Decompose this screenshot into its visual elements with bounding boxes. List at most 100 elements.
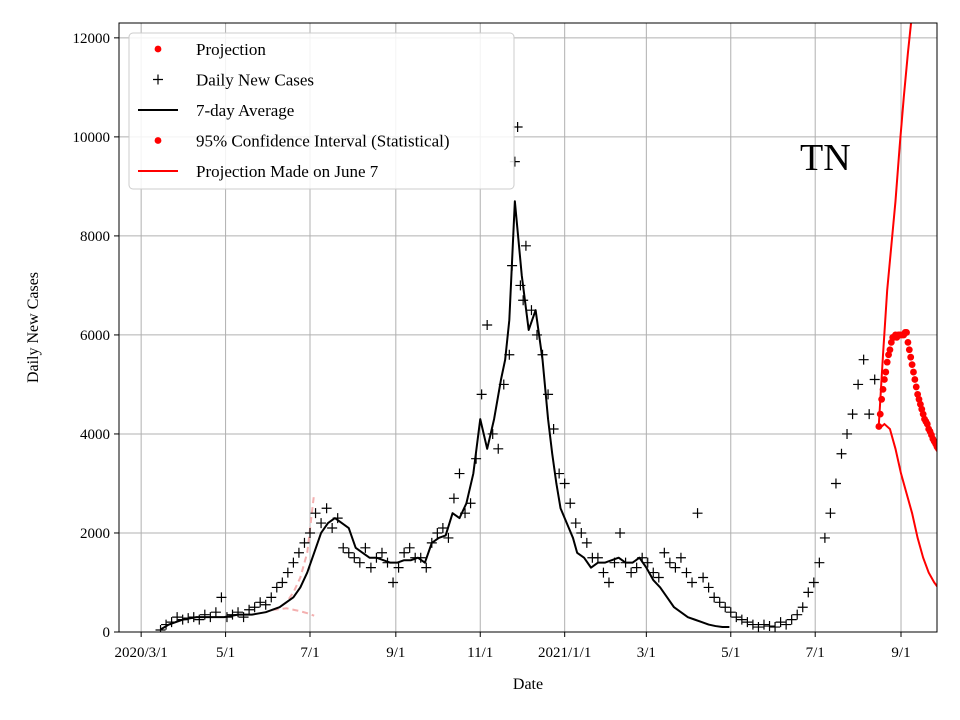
daily-case-marker xyxy=(626,567,637,578)
daily-case-marker xyxy=(581,537,592,548)
daily-case-marker xyxy=(631,562,642,573)
daily-case-marker xyxy=(565,498,576,509)
seven-day-average-line xyxy=(160,200,730,631)
daily-case-marker xyxy=(603,577,614,588)
daily-case-marker xyxy=(531,329,542,340)
daily-case-marker xyxy=(819,532,830,543)
legend-item: Projection xyxy=(154,40,266,59)
daily-case-marker xyxy=(338,542,349,553)
y-axis-title: Daily New Cases xyxy=(25,272,42,383)
daily-case-marker xyxy=(808,577,819,588)
daily-case-marker xyxy=(518,295,529,306)
daily-case-marker xyxy=(731,612,742,623)
daily-case-marker xyxy=(454,468,465,479)
y-tick-label: 8000 xyxy=(80,229,110,245)
daily-case-marker xyxy=(305,527,316,538)
daily-case-marker xyxy=(216,592,227,603)
projection-dot xyxy=(883,358,891,366)
daily-case-marker xyxy=(487,428,498,439)
legend-label: Projection Made on June 7 xyxy=(196,162,379,181)
x-tick-label: 2020/3/1 xyxy=(114,645,167,661)
daily-case-marker xyxy=(792,609,803,620)
legend-box xyxy=(128,32,515,190)
daily-case-marker xyxy=(653,572,664,583)
y-tick-label: 2000 xyxy=(80,526,110,542)
daily-case-marker xyxy=(376,547,387,558)
projection-dot xyxy=(910,368,917,376)
daily-case-marker xyxy=(244,604,255,615)
projection-dot xyxy=(912,383,920,391)
daily-case-marker xyxy=(399,547,410,558)
y-tick-label: 12000 xyxy=(73,31,111,47)
daily-case-marker xyxy=(155,625,166,632)
x-axis-title: Date xyxy=(513,676,543,693)
projection-dot xyxy=(875,423,883,430)
daily-case-marker xyxy=(675,552,686,563)
daily-case-marker xyxy=(803,587,814,598)
daily-case-marker xyxy=(476,389,487,400)
daily-case-marker xyxy=(349,552,360,563)
daily-case-marker xyxy=(210,607,221,618)
daily-case-marker xyxy=(709,592,720,603)
daily-case-marker xyxy=(543,389,554,400)
daily-case-marker xyxy=(482,320,493,331)
legend-item: Projection Made on June 7 xyxy=(138,162,379,181)
daily-case-marker xyxy=(321,503,332,514)
daily-case-marker xyxy=(742,617,753,628)
daily-case-marker xyxy=(293,547,304,558)
legend-item: 7-day Average xyxy=(138,101,294,120)
daily-case-marker xyxy=(520,240,531,251)
daily-case-marker xyxy=(642,557,653,568)
projection-dot xyxy=(908,361,916,369)
daily-case-marker xyxy=(404,542,415,553)
projection-dot xyxy=(881,376,888,383)
daily-case-marker xyxy=(681,567,692,578)
early-projection-upper xyxy=(272,493,316,611)
daily-case-marker xyxy=(260,599,271,610)
daily-case-marker xyxy=(836,448,847,459)
daily-case-marker xyxy=(775,617,786,628)
daily-case-marker xyxy=(271,582,282,593)
legend-item: 95% Confidence Interval (Statistical) xyxy=(154,132,450,151)
daily-case-marker xyxy=(736,614,747,625)
x-axis: 2020/3/1 5/1 7/1 9/1 11/1 2021/1/1 3/1 5/1 7/1 9/… xyxy=(114,632,911,661)
daily-case-marker xyxy=(747,619,758,630)
daily-case-marker xyxy=(764,621,775,632)
daily-case-marker xyxy=(432,527,443,538)
projection-dot xyxy=(878,395,886,403)
daily-case-marker xyxy=(493,443,504,454)
daily-case-marker xyxy=(172,612,183,623)
y-axis: 0 2000 4000 6000 8000 10000 12000 xyxy=(73,31,119,641)
daily-case-marker xyxy=(570,518,581,529)
legend: Projection Daily New Cases 7-day Average 95… xyxy=(128,32,515,190)
x-tick-label: 2021/1/1 xyxy=(538,645,591,661)
daily-case-marker xyxy=(720,602,731,613)
daily-case-marker xyxy=(343,547,354,558)
projection-dot xyxy=(907,353,915,361)
legend-dot-icon xyxy=(154,137,162,144)
x-tick-label: 3/1 xyxy=(637,645,656,661)
early-projection-lower xyxy=(272,607,315,617)
daily-case-marker xyxy=(853,379,864,390)
y-tick-label: 10000 xyxy=(73,130,111,146)
daily-case-marker xyxy=(664,557,675,568)
daily-case-marker xyxy=(858,354,869,365)
daily-case-marker xyxy=(393,562,404,573)
daily-case-marker xyxy=(842,428,853,439)
daily-case-marker xyxy=(687,577,698,588)
legend-item: Daily New Cases xyxy=(153,71,314,90)
daily-case-marker xyxy=(255,597,266,608)
x-tick-label: 5/1 xyxy=(721,645,740,661)
projection-june7-line xyxy=(877,23,913,425)
state-annotation: TN xyxy=(800,137,851,179)
daily-case-marker xyxy=(830,478,841,489)
daily-case-marker xyxy=(310,508,321,519)
daily-case-marker xyxy=(781,619,792,630)
daily-case-marker xyxy=(448,493,459,504)
legend-label: Projection xyxy=(196,40,266,59)
projection-dot xyxy=(905,346,913,354)
daily-case-marker xyxy=(797,602,808,613)
y-tick-label: 4000 xyxy=(80,427,110,443)
projection-dot xyxy=(879,385,887,393)
